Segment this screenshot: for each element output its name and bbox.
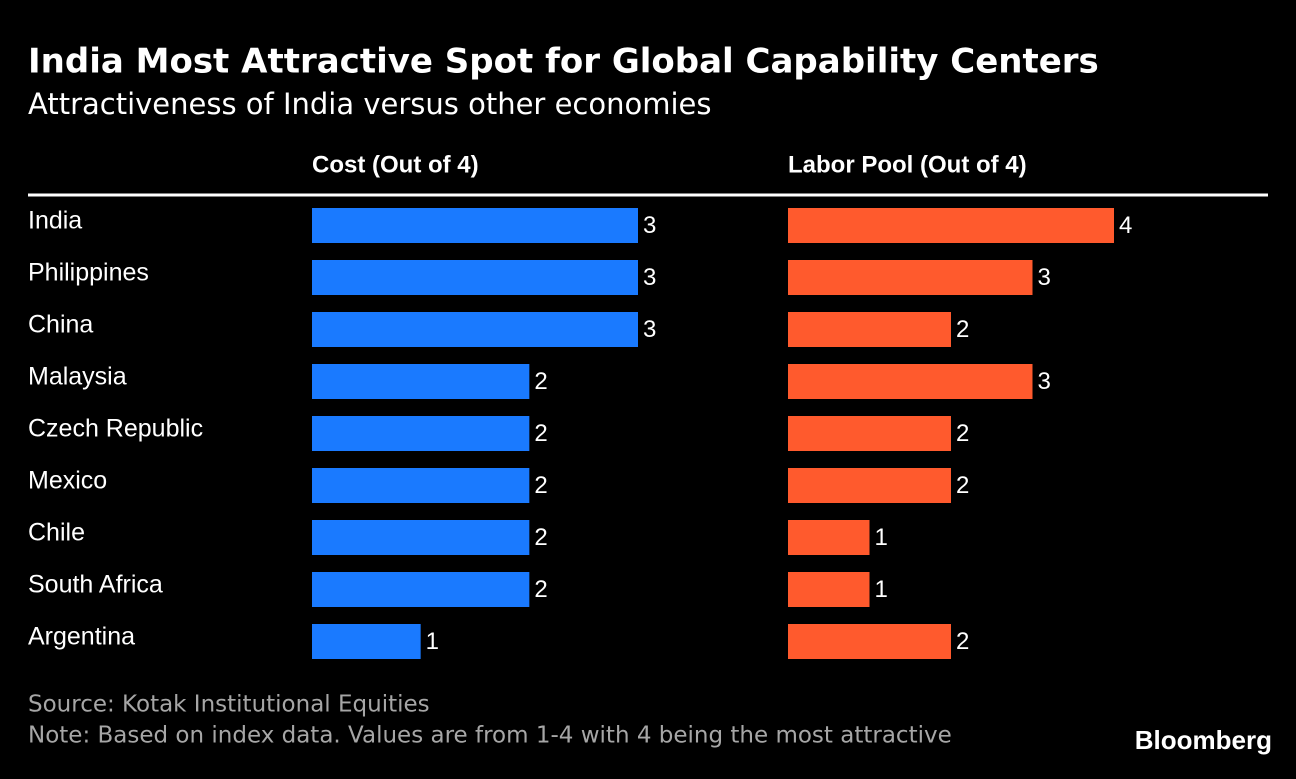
panel-header: Labor Pool (Out of 4) <box>788 151 1027 178</box>
bar <box>312 312 638 347</box>
brand: Bloomberg <box>1135 725 1272 755</box>
bar <box>788 624 951 659</box>
category-label: Argentina <box>28 623 135 651</box>
category-label: South Africa <box>28 571 163 599</box>
value-label: 2 <box>956 628 969 655</box>
note: Note: Based on index data. Values are fr… <box>28 723 952 749</box>
value-label: 2 <box>534 524 547 551</box>
value-label: 3 <box>643 264 656 291</box>
bar <box>312 416 530 451</box>
bar <box>788 312 951 347</box>
value-label: 2 <box>534 576 547 603</box>
value-label: 1 <box>426 628 439 655</box>
bar <box>788 572 870 607</box>
bar <box>312 208 638 243</box>
bar <box>312 520 530 555</box>
panel-header: Cost (Out of 4) <box>312 151 479 178</box>
bar <box>312 260 638 295</box>
bar <box>788 364 1033 399</box>
bar <box>788 468 951 503</box>
category-label: Czech Republic <box>28 415 203 443</box>
bar <box>788 416 951 451</box>
bar <box>788 208 1114 243</box>
bar <box>312 572 530 607</box>
source: Source: Kotak Institutional Equities <box>28 692 430 718</box>
bar <box>312 624 421 659</box>
chart-title: India Most Attractive Spot for Global Ca… <box>28 42 1099 82</box>
chart-subtitle: Attractiveness of India versus other eco… <box>28 87 711 121</box>
bar <box>312 364 530 399</box>
value-label: 2 <box>534 472 547 499</box>
category-label: China <box>28 311 93 339</box>
value-label: 2 <box>534 368 547 395</box>
value-label: 2 <box>534 420 547 447</box>
category-label: Philippines <box>28 259 149 287</box>
value-label: 4 <box>1119 212 1132 239</box>
value-label: 3 <box>643 212 656 239</box>
bar <box>788 520 870 555</box>
value-label: 2 <box>956 472 969 499</box>
value-label: 3 <box>1038 264 1051 291</box>
value-label: 1 <box>875 576 888 603</box>
value-label: 2 <box>956 420 969 447</box>
category-label: Malaysia <box>28 363 127 391</box>
bar <box>788 260 1033 295</box>
category-label: Chile <box>28 519 85 547</box>
value-label: 1 <box>875 524 888 551</box>
bar <box>312 468 530 503</box>
value-label: 2 <box>956 316 969 343</box>
value-label: 3 <box>1038 368 1051 395</box>
value-label: 3 <box>643 316 656 343</box>
category-label: Mexico <box>28 467 107 495</box>
category-label: India <box>28 207 82 235</box>
